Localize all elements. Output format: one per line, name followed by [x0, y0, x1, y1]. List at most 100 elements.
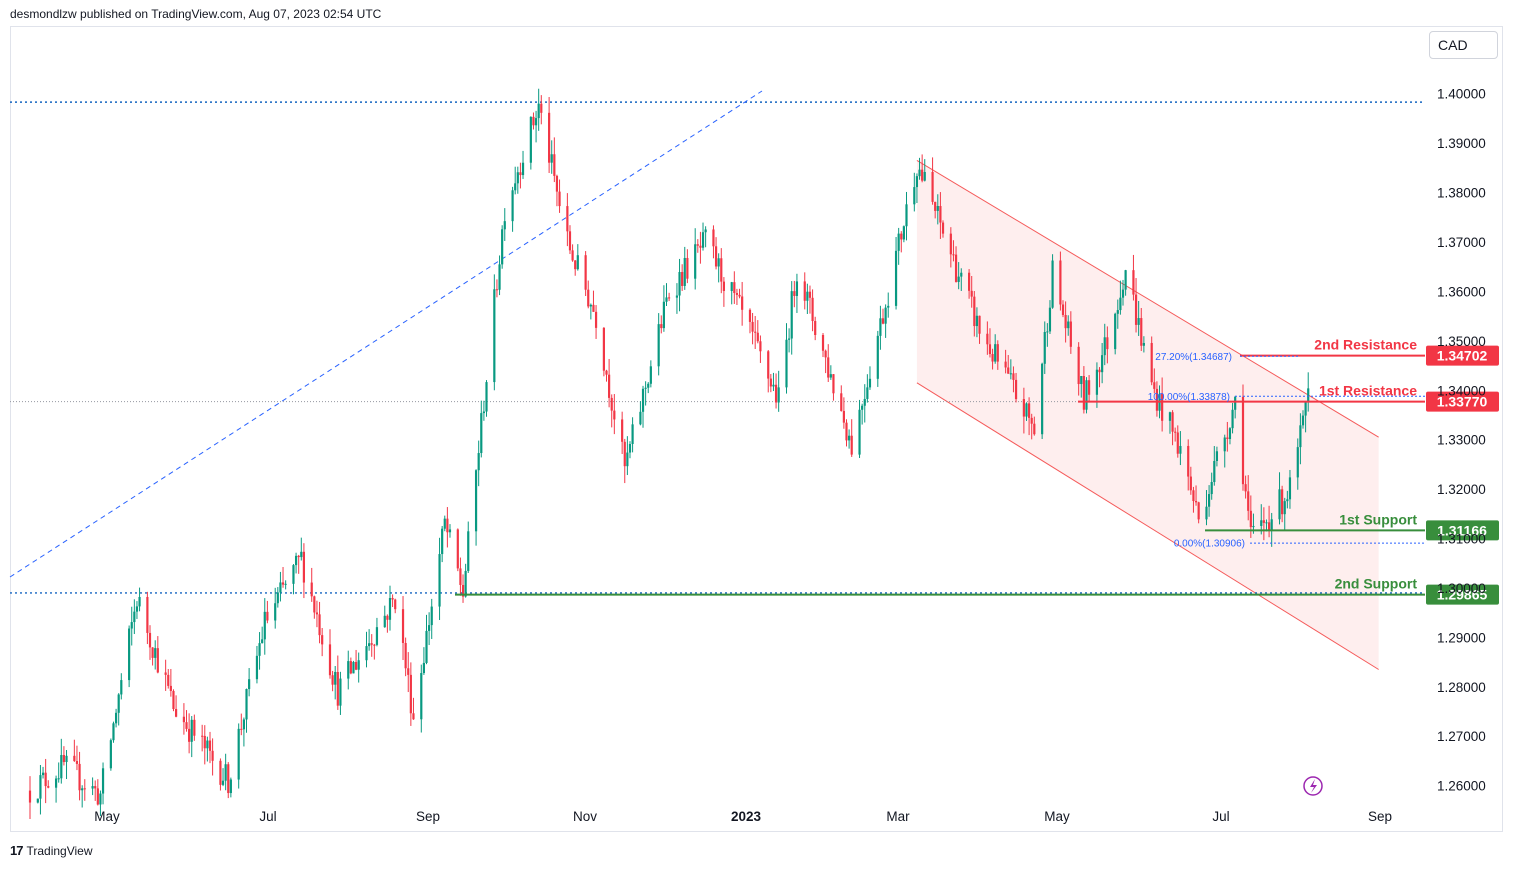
candle-body	[188, 728, 191, 742]
candle-body	[279, 582, 282, 593]
candle-body	[623, 441, 626, 467]
candle-body	[331, 675, 334, 685]
candle-body	[394, 599, 397, 610]
candle-body	[407, 668, 410, 675]
candle-body	[255, 655, 259, 680]
x-tick-label: Mar	[886, 809, 910, 824]
candle-body	[428, 625, 431, 631]
candle-body	[639, 411, 642, 425]
candle-body	[665, 297, 668, 302]
candle-body	[756, 332, 759, 342]
candle-body	[1296, 447, 1299, 478]
y-tick-label: 1.31000	[1437, 532, 1486, 547]
candle-body	[1140, 318, 1143, 346]
candle-body	[1116, 310, 1119, 314]
candle-body	[300, 551, 303, 558]
candle-body	[274, 603, 277, 621]
candle-body	[1192, 490, 1195, 502]
candle-body	[1288, 477, 1292, 500]
currency-button[interactable]: CAD	[1429, 31, 1498, 59]
candle-body	[994, 344, 997, 362]
candle-body	[795, 281, 799, 296]
candle-body	[174, 709, 178, 717]
candle-body	[754, 331, 757, 333]
candle-body	[1027, 403, 1031, 418]
candle-body	[201, 735, 204, 737]
level-name-label: 2nd Support	[1335, 576, 1418, 592]
candle-body	[902, 226, 905, 240]
x-axis[interactable]: May Jul Sep Nov 2023 Mar May Jul Sep	[94, 809, 1392, 824]
level-price-badge	[1426, 520, 1499, 541]
candle-body	[1187, 445, 1190, 477]
candle-body	[1223, 437, 1226, 452]
candle-body	[814, 321, 817, 336]
candle-body	[681, 272, 684, 286]
level-price-badge	[1426, 345, 1499, 366]
tradingview-logo-icon: 17	[10, 843, 24, 858]
candle-body	[741, 296, 744, 310]
candle-body	[1226, 437, 1229, 440]
candle-body	[501, 229, 504, 265]
candle-body	[973, 296, 976, 327]
candle-body	[1101, 355, 1104, 373]
candle-body	[281, 582, 285, 585]
level-price-label: 1.29865	[1437, 587, 1488, 603]
candle-body	[1041, 363, 1044, 435]
candle-body	[297, 555, 300, 558]
candle-body	[1106, 337, 1109, 350]
candle-body	[866, 387, 869, 399]
candle-body	[477, 453, 480, 471]
candle-body	[112, 723, 115, 741]
y-tick-label: 1.28000	[1437, 680, 1486, 695]
candle-body	[699, 245, 702, 248]
candle-body	[941, 222, 945, 234]
candle-body	[54, 778, 58, 788]
candle-body	[78, 763, 81, 791]
candle-body	[1213, 461, 1216, 483]
candle-body	[1171, 412, 1174, 432]
candle-body	[1283, 501, 1286, 515]
candle-body	[1061, 304, 1065, 315]
candle-body	[294, 555, 298, 566]
candle-body	[574, 260, 577, 270]
candle-body	[459, 568, 462, 585]
candle-body	[647, 383, 650, 388]
candle-body	[203, 735, 206, 749]
candle-body	[1067, 321, 1070, 329]
candle-body	[829, 374, 832, 378]
candle-body	[373, 644, 376, 646]
candle-body	[456, 529, 459, 569]
candle-body	[1046, 331, 1049, 333]
candle-body	[827, 357, 830, 378]
candle-body	[991, 353, 994, 362]
candle-body	[769, 378, 772, 387]
candle-body	[696, 244, 699, 246]
candle-body	[146, 596, 149, 633]
candle-body	[644, 387, 647, 389]
candle-body	[722, 281, 725, 291]
candle-body	[931, 171, 934, 202]
candle-body	[767, 351, 770, 379]
y-tick-label: 1.30000	[1437, 581, 1486, 596]
candle-body	[1281, 489, 1284, 515]
level-name-label: 2nd Resistance	[1314, 337, 1417, 353]
candle-body	[443, 518, 446, 529]
candle-body	[135, 606, 139, 612]
candle-body	[1137, 318, 1140, 325]
candle-body	[534, 118, 538, 126]
candle-body	[821, 335, 825, 351]
candle-body	[788, 338, 791, 340]
candle-body	[81, 788, 84, 791]
candle-body	[1085, 380, 1088, 410]
candle-body	[248, 679, 251, 690]
y-axis[interactable]: 1.40000 1.39000 1.38000 1.37000 1.36000 1.350…	[1437, 87, 1486, 794]
candle-body	[845, 422, 848, 441]
y-tick-label: 1.38000	[1437, 186, 1486, 201]
candle-body	[1069, 321, 1072, 347]
candle-body	[420, 673, 423, 720]
candle-body	[1194, 501, 1198, 503]
candle-body	[808, 291, 812, 298]
candle-body	[114, 712, 118, 724]
candle-body	[960, 272, 963, 277]
